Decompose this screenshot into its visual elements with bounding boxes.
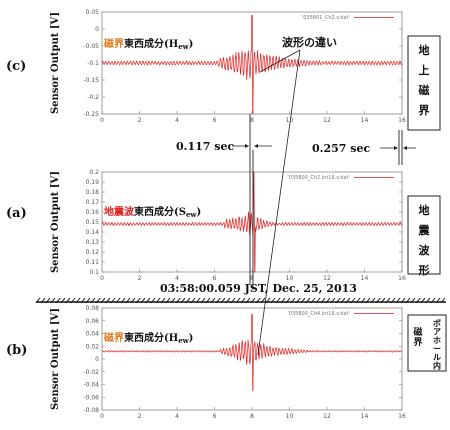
y-tick-label: 0.16 — [86, 209, 100, 216]
delay-arrowhead-1b — [254, 144, 258, 148]
y-tick-label: -0.04 — [83, 382, 99, 389]
delay-arrowhead-2b — [403, 146, 407, 150]
delay-arrowhead-1 — [245, 144, 249, 148]
x-tick-label: 12 — [323, 413, 331, 420]
y-tick-label: -0.2 — [87, 94, 99, 101]
y-tick-label: 0.13 — [86, 239, 100, 246]
y-tick-label: 0.05 — [86, 9, 100, 16]
side-label-box — [407, 195, 441, 275]
x-tick-label: 14 — [361, 117, 369, 124]
x-tick-label: 16 — [398, 117, 406, 124]
panel-b: 0.080.060.040.020-0.02-0.04-0.06-0.080 2 4… — [6, 305, 447, 420]
x-tick-label: 10 — [286, 413, 294, 420]
ground-hatch — [35, 297, 446, 304]
panel-title: 磁界東西成分(Hew) — [104, 331, 193, 345]
panel-label: (c) — [6, 59, 26, 74]
y-tick-label: 0 — [95, 26, 99, 33]
y-tick-label: -0.05 — [83, 43, 99, 50]
x-tick-label: 4 — [175, 117, 179, 124]
x-tick-label: 12 — [323, 117, 331, 124]
panel-c: 0.050-0.05-0.1-0.15-0.2-0.250 2 4 6 8 10 12 14 1… — [6, 9, 441, 131]
x-tick-label: 0 — [100, 275, 104, 282]
side-label-box — [407, 314, 447, 372]
x-tick-label: 4 — [175, 275, 179, 282]
y-tick-label: 0.08 — [86, 305, 100, 312]
x-tick-label: 6 — [213, 117, 217, 124]
y-tick-label: -0.15 — [83, 77, 99, 84]
wave-difference-label: 波形の違い — [282, 35, 337, 49]
plot-frame — [101, 307, 403, 411]
x-tick-label: 2 — [138, 117, 142, 124]
y-tick-label: -0.06 — [83, 394, 99, 401]
y-tick-label: 0.2 — [89, 169, 99, 176]
panel-title: 磁界東西成分(Hew) — [104, 37, 193, 51]
annotations: 波形の違い 0.117 sec 0.257 sec 03:58:00.059 JST,… — [35, 35, 446, 356]
x-tick-label: 2 — [138, 275, 142, 282]
x-tick-label: 10 — [286, 117, 294, 124]
series-line — [101, 15, 403, 115]
side-label: ボアホール内磁界 — [413, 318, 441, 371]
side-label: 地上磁界 — [419, 43, 430, 117]
series-line — [101, 171, 403, 273]
x-tick-label: 14 — [361, 413, 369, 420]
arrow-lower — [257, 49, 301, 356]
legend-entry: '035800_Ch4.int16.v.dat' — [287, 311, 350, 317]
y-tick-label: 0.17 — [86, 199, 100, 206]
y-tick-label: 0 — [95, 356, 99, 363]
y-tick-label: 0.15 — [86, 219, 100, 226]
plot-frame — [101, 11, 403, 115]
x-tick-label: 8 — [250, 413, 254, 420]
y-axis-label: Sensor Output [V] — [50, 171, 61, 273]
x-tick-label: 8 — [250, 275, 254, 282]
panel-label: (a) — [6, 206, 27, 221]
panel-a: 0.20.190.180.170.160.150.140.130.120.110… — [6, 169, 441, 282]
x-tick-label: 0 — [100, 413, 104, 420]
y-tick-label: 0.04 — [86, 331, 100, 338]
panel-title: 地震波東西成分(Sew) — [104, 205, 201, 219]
legend-entry: '035800_Ch2.int16.v.dat' — [287, 175, 350, 181]
x-tick-label: 10 — [286, 275, 294, 282]
y-tick-label: 0.02 — [86, 343, 100, 350]
event-timestamp: 03:58:00.059 JST, Dec. 25, 2013 — [160, 282, 357, 295]
y-tick-label: 0.11 — [86, 259, 100, 266]
y-tick-label: -0.02 — [83, 369, 99, 376]
y-tick-label: 0.12 — [86, 249, 100, 256]
y-tick-label: 0.1 — [89, 269, 99, 276]
panel-label: (b) — [6, 343, 27, 358]
delay-label-1: 0.117 sec — [176, 140, 234, 153]
x-tick-label: 2 — [138, 413, 142, 420]
y-axis-label: Sensor Output [V] — [50, 12, 61, 114]
y-axis-label: Sensor Output [V] — [50, 308, 61, 410]
x-tick-label: 16 — [398, 413, 406, 420]
arrow-upper — [259, 49, 301, 73]
delay-label-2: 0.257 sec — [312, 142, 370, 155]
y-tick-label: -0.25 — [83, 111, 99, 118]
x-tick-label: 14 — [361, 275, 369, 282]
x-tick-label: 4 — [175, 413, 179, 420]
y-tick-label: -0.1 — [87, 60, 99, 67]
side-label-box — [407, 35, 441, 131]
series-line — [102, 314, 403, 392]
x-tick-label: 6 — [213, 413, 217, 420]
x-tick-label: 6 — [213, 275, 217, 282]
y-tick-label: 0.06 — [86, 318, 100, 325]
legend-entry: '035801_Ch2.v.dat' — [302, 15, 350, 21]
x-tick-label: 16 — [398, 275, 406, 282]
y-tick-label: 0.19 — [86, 179, 100, 186]
y-tick-label: -0.08 — [83, 407, 99, 414]
y-tick-label: 0.14 — [86, 229, 100, 236]
side-label: 地震波形 — [418, 203, 431, 277]
x-tick-label: 12 — [323, 275, 331, 282]
delay-arrowhead-2 — [394, 146, 398, 150]
x-tick-label: 8 — [250, 117, 254, 124]
x-tick-label: 0 — [100, 117, 104, 124]
y-tick-label: 0.18 — [86, 189, 100, 196]
